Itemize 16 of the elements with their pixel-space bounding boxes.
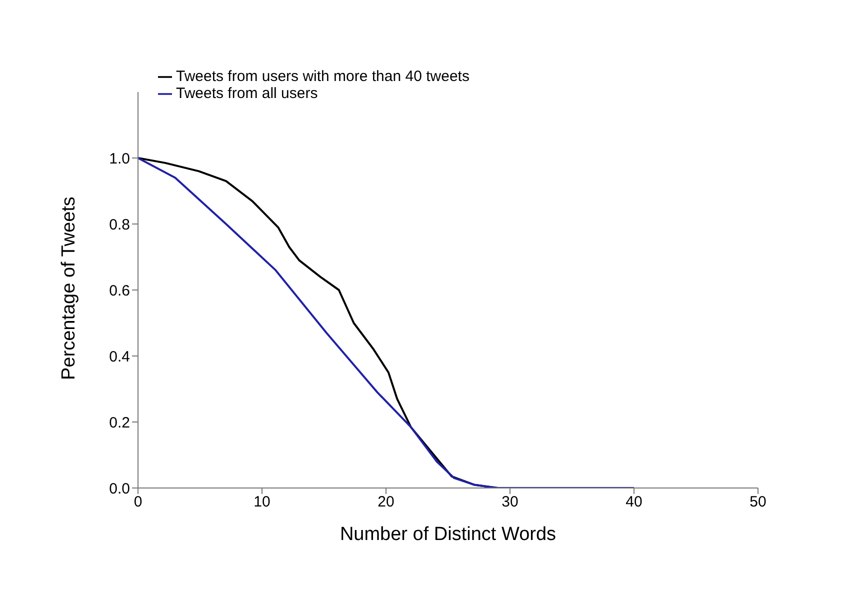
x-tick-label: 30	[502, 494, 518, 511]
x-axis-title: Number of Distinct Words	[340, 524, 556, 545]
y-axis-title: Percentage of Tweets	[58, 196, 80, 380]
y-tick-label: 0.4	[109, 348, 130, 366]
x-tick-label: 10	[254, 494, 270, 511]
y-tick-label: 0.0	[109, 480, 130, 498]
x-tick-label: 0	[134, 494, 142, 511]
y-tick-label: 1.0	[109, 150, 130, 168]
x-tick-label: 40	[626, 494, 642, 511]
y-tick-label: 0.2	[109, 414, 130, 432]
legend-label: Tweets from all users	[176, 85, 318, 102]
x-tick-label: 20	[378, 494, 394, 511]
legend-label: Tweets from users with more than 40 tweets	[176, 68, 470, 85]
y-tick-label: 0.8	[109, 216, 130, 234]
x-tick-label: 50	[750, 494, 766, 511]
y-tick-label: 0.6	[109, 282, 130, 300]
